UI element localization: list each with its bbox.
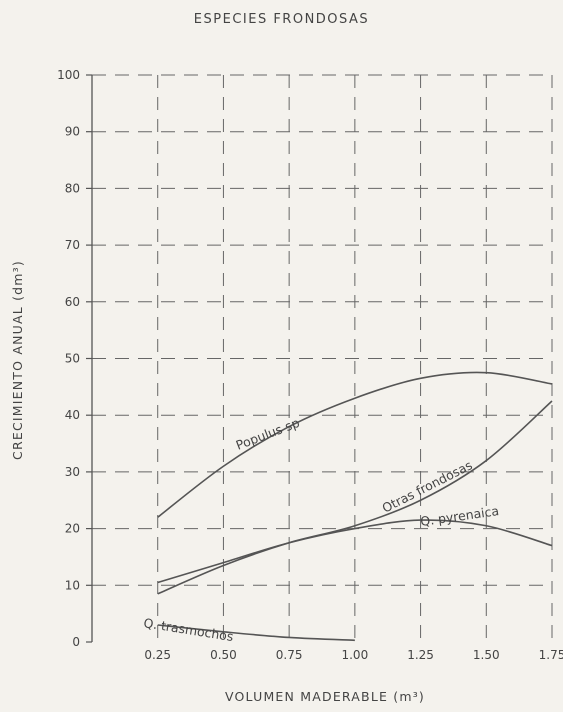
- grid: [86, 74, 553, 643]
- chart-title: ESPECIES FRONDOSAS: [193, 12, 370, 27]
- y-axis-label: CRECIMIENTO ANUAL (dm³): [10, 260, 25, 460]
- series-q-pyrenaica-line: [157, 519, 553, 584]
- y-tick-label: 100: [57, 68, 80, 82]
- tick-labels: 0 10 20 30 40 50 60 70 80 90 100 0.25 0.50 0.75 1.00 1.…: [57, 68, 563, 662]
- x-tick-label: 1.75: [539, 648, 563, 662]
- x-tick-label: 1.50: [473, 648, 500, 662]
- y-tick-label: 20: [65, 522, 80, 536]
- series: [157, 371, 553, 642]
- y-tick-label: 30: [65, 465, 80, 479]
- x-axis-label: VOLUMEN MADERABLE (m³): [225, 689, 425, 704]
- x-tick-label: 1.00: [341, 648, 368, 662]
- y-tick-label: 80: [65, 181, 80, 195]
- y-tick-label: 40: [65, 408, 80, 422]
- series-q-trasmochos-line: [157, 624, 355, 642]
- x-tick-label: 0.25: [144, 648, 171, 662]
- series-label: Q. pyrenaica: [419, 503, 500, 529]
- y-tick-label: 0: [72, 635, 80, 649]
- y-tick-label: 10: [65, 578, 80, 592]
- y-tick-label: 90: [65, 125, 80, 139]
- x-tick-label: 1.25: [407, 648, 434, 662]
- x-tick-label: 0.50: [210, 648, 237, 662]
- series-label: Q. trasmochos: [143, 615, 235, 644]
- y-tick-label: 70: [65, 238, 80, 252]
- y-tick-label: 50: [65, 352, 80, 366]
- series-otras-frondosas-line: [157, 400, 553, 595]
- y-tick-label: 60: [65, 295, 80, 309]
- series-populus-sp-line: [157, 371, 553, 518]
- series-label: Populus sp: [234, 415, 302, 453]
- series-label: Otras frondosas: [380, 457, 475, 515]
- x-tick-label: 0.75: [276, 648, 303, 662]
